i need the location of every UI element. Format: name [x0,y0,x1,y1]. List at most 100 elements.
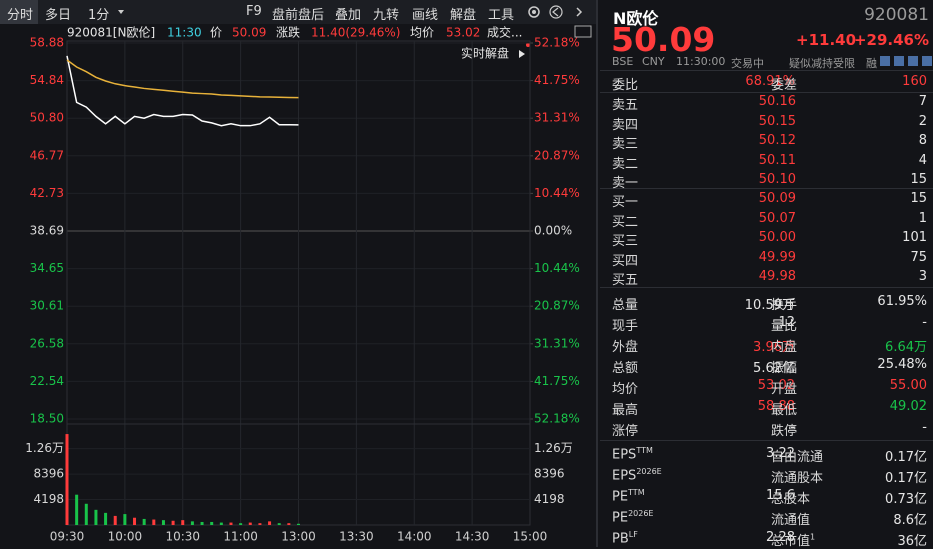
diff: 160 [902,74,927,89]
book-price: 50.16 [758,94,796,109]
realtime-button[interactable]: 实时解盘 [461,46,509,61]
volume-bar [210,521,214,525]
book-qty: 2 [918,113,927,129]
book-label: 卖四 [612,117,639,133]
x-tick-label: 09:30 [50,530,85,544]
book-label: 买一 [612,195,639,210]
stat-label: 外盘 [612,340,639,355]
book-price: 50.00 [758,230,796,245]
book-price: 50.10 [758,172,796,187]
y-tick-label: 22.54 [30,374,64,388]
fund-label-sup: TTM [636,446,653,455]
tab[interactable]: 1分 [88,8,110,23]
series-line [66,59,299,99]
book-price: 50.07 [758,210,796,226]
book-qty: 15 [910,172,927,187]
fund-label: 总股本 [771,488,810,507]
y-tick-label: 30.61 [30,299,64,313]
volume-bar [113,515,117,525]
fund-label: PBLF [612,530,638,546]
stat-label: 现手 [612,319,639,334]
stat-label: 换手 [771,298,798,313]
volume-tick-label: 8396 [33,467,64,481]
y2-tick-label: 52.18% [534,36,580,50]
book-price: 50.11 [758,152,796,168]
book-price: 50.15 [758,113,796,129]
volume-bar [219,522,223,525]
tool[interactable]: 盘前盘后 [272,8,325,23]
fund-label: PETTM [612,488,645,504]
fund-label-text: EPS [612,468,637,484]
volume-bar [152,519,156,525]
volume-tick-label: 8396 [534,467,565,481]
book-qty: 101 [902,230,927,245]
volume-bar [84,503,88,525]
quote-icons[interactable] [880,55,932,67]
y2-tick-label: 41.75% [534,73,580,87]
fund-label: 自由流通 [771,446,823,465]
stat-value: 3.96万 [753,340,795,355]
book-label: 卖一 [612,176,639,191]
footnote-mark: 1 [810,532,816,542]
separator [600,287,933,288]
time-readout: 11:30 [167,26,202,40]
change-label: 涨跌 [276,25,300,40]
tab[interactable]: 分时 [7,8,34,23]
volume-tick-label: 1.26万 [534,441,573,455]
ratio: 68.91% [745,74,795,89]
tool[interactable]: 画线 [412,8,439,23]
dropdown-icon[interactable] [117,8,125,16]
exchange: BSE [612,55,634,68]
stat-value: 61.95% [877,294,927,309]
book-label: 买四 [612,253,639,269]
volume-bar [268,521,272,525]
quote-time: 11:30:00 [676,55,726,68]
button-arrow[interactable] [519,50,525,58]
volume-bar [161,520,165,525]
volume-bar [65,434,69,525]
fund-label-sup: 2026E [628,509,654,518]
stat-label: 最高 [612,403,639,418]
y2-tick-label: 52.18% [534,412,580,426]
separator [600,188,933,189]
y2-tick-label: 20.87% [534,299,580,313]
toolbar [0,0,596,24]
tab[interactable]: 多日 [45,8,72,23]
stat-label: 跌停 [771,424,798,439]
volume-bar [190,521,194,525]
last-price: 50.09 [611,20,716,59]
volume-bar [181,520,185,525]
fund-value: - [790,467,795,482]
tool[interactable]: 工具 [488,8,515,23]
book-qty: 3 [918,269,927,284]
price-readout: 50.09 [232,26,266,40]
stock-code: 920081 [864,5,929,25]
fund-label-text: 总市值 [771,534,811,549]
ratio-label: 委比 [612,78,639,93]
tag: 融 [866,57,877,70]
fund-label: PE2026E [612,509,653,525]
tool[interactable]: 解盘 [450,8,477,23]
tool[interactable]: 叠加 [335,8,362,23]
volume-bar [229,522,233,525]
fund-label-sup: LF [628,530,638,539]
fund-label: EPS2026E [612,467,662,483]
volume-bar [171,520,175,525]
tool[interactable]: 九转 [373,8,400,23]
volume-tick-label: 4198 [33,492,64,506]
fund-label-text: EPS [612,447,637,463]
volume-label: 成交... [487,25,522,40]
volume-bar [200,521,204,525]
y-tick-label: 46.77 [30,148,64,162]
volume-bar [142,518,146,525]
book-qty: 4 [918,152,927,168]
wp-icon[interactable] [574,25,592,38]
book-label: 买五 [612,273,639,288]
y-tick-label: 38.69 [30,224,64,238]
tool[interactable]: F9 [246,4,262,19]
fund-label: 流通值 [771,509,810,528]
book-qty: 1 [918,210,927,226]
x-tick-label: 11:00 [223,530,258,544]
toolbar-icons[interactable] [525,3,595,21]
